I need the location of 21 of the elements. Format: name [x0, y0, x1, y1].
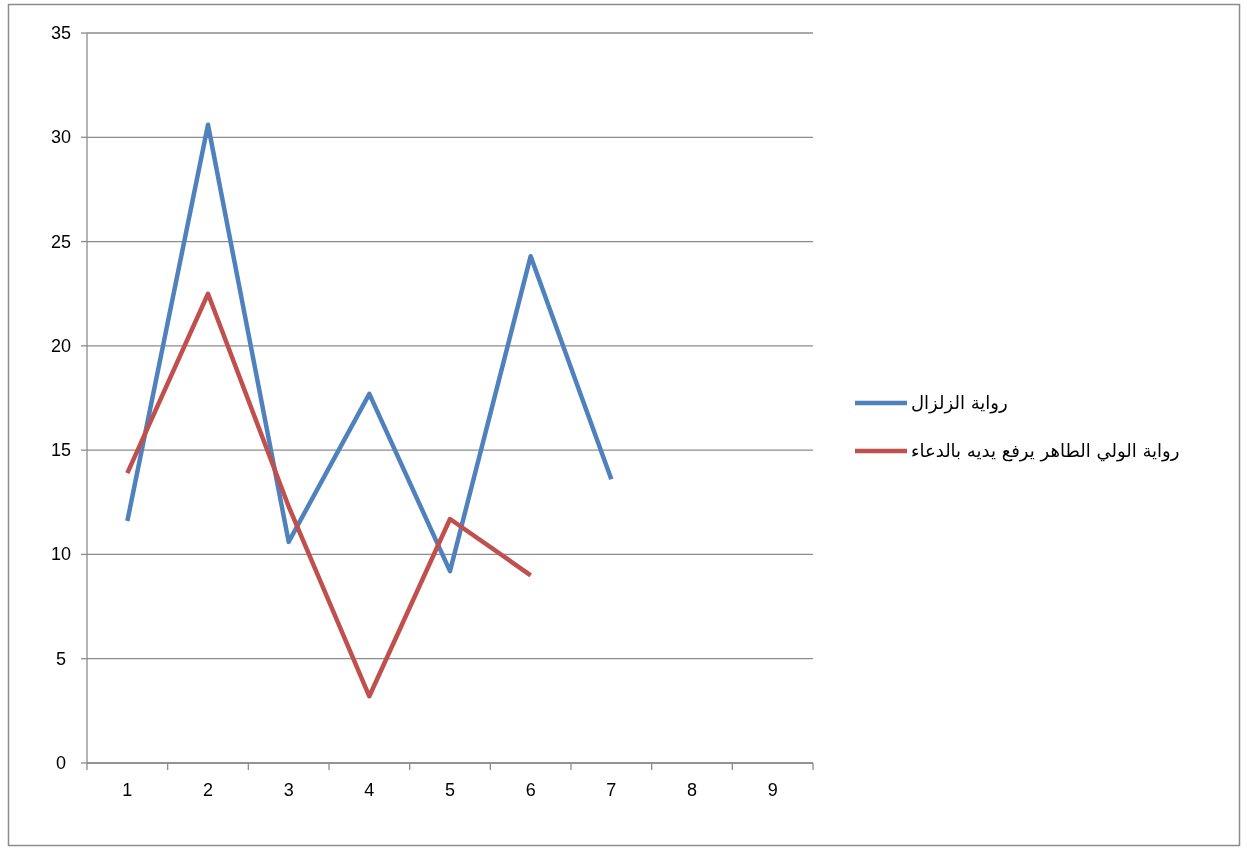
x-tick-label: 8 [686, 780, 698, 800]
y-tick-label: 0 [55, 753, 67, 773]
y-tick-label: 25 [50, 231, 72, 252]
x-tick-label: 7 [606, 780, 617, 800]
legend-label: رواية الزلزال [911, 392, 1008, 414]
x-tick-label: 1 [122, 780, 133, 800]
line-series [125, 122, 614, 574]
y-tick-label: 35 [50, 23, 72, 43]
y-tick-label: 20 [50, 335, 72, 356]
line-series [125, 291, 533, 699]
y-tick-label: 15 [50, 440, 72, 461]
x-tick-label: 9 [767, 780, 778, 800]
legend-label: رواية الولي الطاهر يرفع يديه بالدعاء [911, 440, 1180, 462]
y-tick-label: 5 [55, 648, 67, 669]
x-tick-label: 6 [525, 780, 536, 800]
y-tick-label: 10 [50, 544, 72, 565]
x-tick-label: 4 [364, 780, 375, 800]
y-tick-label: 30 [50, 127, 72, 148]
x-tick-label: 5 [444, 780, 456, 800]
x-tick-label: 3 [283, 780, 294, 800]
x-tick-label: 2 [202, 780, 214, 800]
